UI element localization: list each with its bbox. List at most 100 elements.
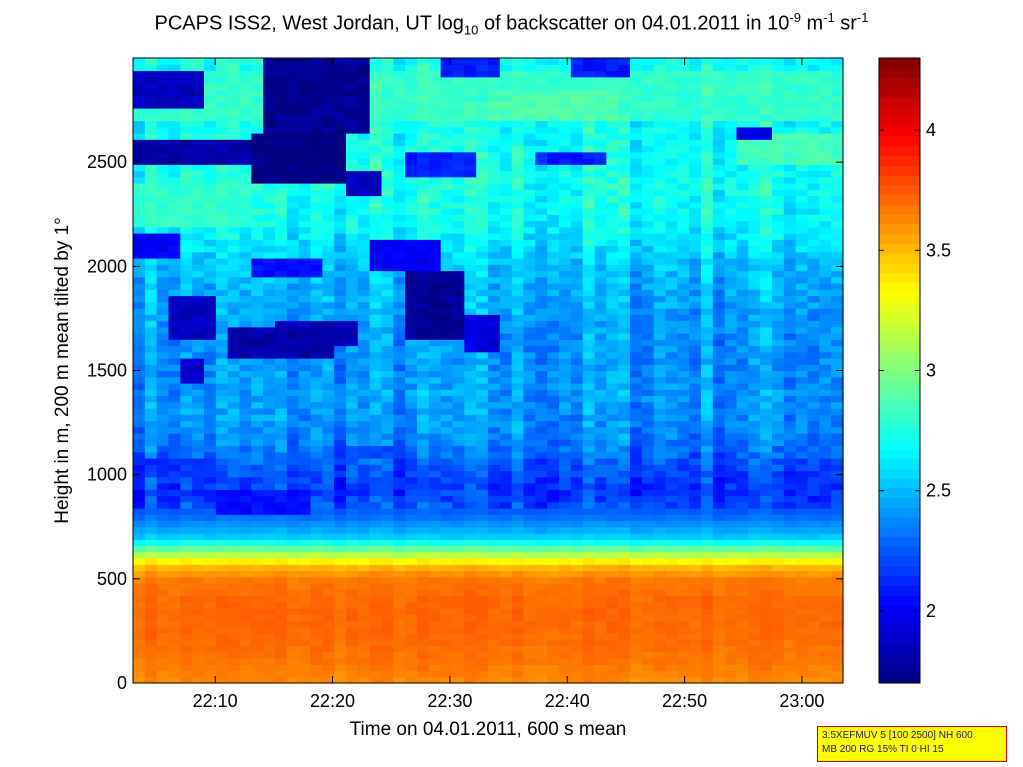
- heatmap-cell: [369, 483, 383, 490]
- heatmap-cell: [724, 370, 738, 378]
- heatmap-cell: [298, 426, 312, 434]
- heatmap-cell: [322, 601, 335, 609]
- heatmap-cell: [133, 558, 146, 565]
- heatmap-cell: [275, 570, 288, 578]
- heatmap-cell: [807, 351, 820, 359]
- heatmap-cell: [239, 283, 252, 290]
- heatmap-cell: [819, 370, 832, 378]
- heatmap-cell: [618, 489, 631, 497]
- heatmap-cell: [369, 489, 383, 497]
- heatmap-cell: [180, 489, 193, 497]
- heatmap-cell: [570, 501, 584, 509]
- heatmap-cell: [381, 276, 394, 284]
- heatmap-cell: [570, 333, 584, 340]
- heatmap-cell: [322, 626, 335, 634]
- heatmap-cell: [831, 239, 844, 247]
- heatmap-cell: [464, 539, 477, 547]
- heatmap-cell: [393, 539, 406, 547]
- heatmap-cell: [819, 201, 832, 209]
- heatmap-cell: [641, 395, 655, 403]
- heatmap-cell: [582, 558, 596, 565]
- heatmap-cell: [168, 395, 181, 403]
- heatmap-cell: [298, 520, 312, 528]
- heatmap-cell: [133, 414, 146, 422]
- heatmap-cell: [215, 558, 229, 565]
- heatmap-cell: [677, 383, 690, 390]
- heatmap-cell: [381, 283, 394, 290]
- heatmap-cell: [251, 645, 264, 653]
- heatmap-cell: [547, 583, 560, 590]
- heatmap-cell: [641, 458, 655, 465]
- heatmap-cell: [204, 533, 217, 540]
- heatmap-cell: [286, 176, 300, 184]
- heatmap-cell: [819, 270, 832, 278]
- heatmap-cell: [133, 326, 146, 334]
- heatmap-cell: [630, 539, 643, 547]
- heatmap-cell: [239, 445, 252, 453]
- heatmap-cell: [144, 670, 158, 678]
- heatmap-cell: [724, 526, 738, 534]
- heatmap-cell: [499, 395, 513, 403]
- heatmap-cell: [582, 176, 596, 184]
- heatmap-cell: [322, 420, 335, 428]
- heatmap-cell: [760, 351, 773, 359]
- heatmap-cell: [772, 220, 785, 228]
- heatmap-cell: [819, 664, 832, 672]
- heatmap-cell: [689, 264, 702, 272]
- heatmap-cell: [748, 176, 761, 184]
- heatmap-cell: [511, 351, 525, 359]
- heatmap-cell: [275, 401, 288, 409]
- heatmap-cell: [298, 664, 312, 672]
- heatmap-cell: [322, 301, 335, 309]
- heatmap-cell: [346, 633, 359, 640]
- heatmap-cell: [417, 558, 430, 565]
- heatmap-cell: [606, 458, 619, 465]
- heatmap-cell: [499, 508, 513, 515]
- heatmap-cell: [831, 520, 844, 528]
- heatmap-cell: [334, 458, 347, 465]
- heatmap-cell: [547, 164, 560, 172]
- heatmap-cell: [393, 451, 406, 459]
- heatmap-cell: [712, 358, 726, 365]
- heatmap-cell: [452, 245, 465, 253]
- heatmap-cell: [440, 264, 454, 272]
- heatmap-cell: [275, 589, 288, 597]
- heatmap-cell: [405, 170, 418, 178]
- heatmap-cell: [476, 633, 489, 640]
- heatmap-cell: [393, 339, 406, 347]
- heatmap-cell: [417, 276, 430, 284]
- heatmap-cell: [168, 376, 181, 384]
- heatmap-cell: [476, 489, 489, 497]
- heatmap-cell: [570, 633, 584, 640]
- heatmap-cell: [334, 351, 347, 359]
- heatmap-cell: [168, 276, 181, 284]
- heatmap-cell: [275, 376, 288, 384]
- heatmap-cell: [239, 520, 252, 528]
- heatmap-cell: [724, 339, 738, 347]
- heatmap-cell: [677, 320, 690, 328]
- heatmap-cell: [618, 301, 631, 309]
- heatmap-cell: [594, 670, 607, 678]
- heatmap-cell: [831, 320, 844, 328]
- heatmap-cell: [310, 564, 323, 572]
- heatmap-cell: [819, 508, 832, 515]
- heatmap-cell: [488, 633, 501, 640]
- heatmap-cell: [511, 339, 525, 347]
- heatmap-cell: [511, 564, 525, 572]
- heatmap-cell: [689, 326, 702, 334]
- heatmap-cell: [606, 320, 619, 328]
- heatmap-cell: [357, 470, 371, 478]
- heatmap-cell: [760, 214, 773, 222]
- heatmap-cell: [334, 220, 347, 228]
- heatmap-cell: [346, 626, 359, 634]
- heatmap-cell: [641, 476, 655, 484]
- heatmap-cell: [251, 264, 264, 272]
- heatmap-cell: [701, 201, 714, 209]
- heatmap-cell: [168, 408, 181, 415]
- heatmap-cell: [712, 445, 726, 453]
- heatmap-cell: [772, 264, 785, 272]
- heatmap-cell: [760, 358, 773, 365]
- heatmap-cell: [168, 670, 181, 678]
- heatmap-cell: [547, 608, 560, 615]
- heatmap-cell: [630, 501, 643, 509]
